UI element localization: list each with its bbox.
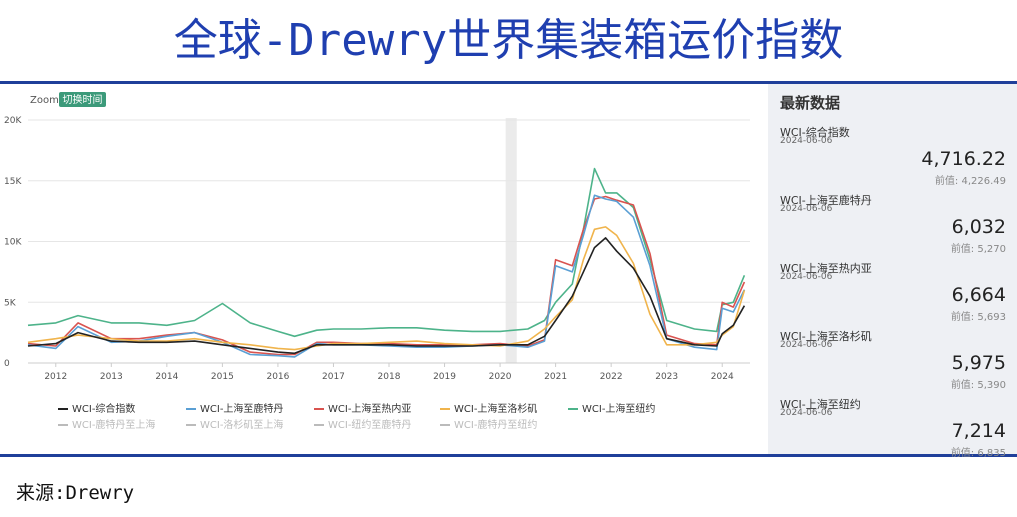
y-tick-label: 5K	[4, 298, 17, 308]
legend-label: WCI-上海至纽约	[582, 402, 655, 415]
latest-item-date: 2024-06-06	[780, 272, 833, 282]
x-tick-label: 2020	[489, 372, 512, 382]
latest-data-panel: 最新数据 WCI-综合指数 2024-06-06 4,716.22 前值: 4,…	[768, 84, 1017, 459]
legend-label: WCI-洛杉矶至上海	[200, 418, 283, 431]
legend-item[interactable]: WCI-上海至鹿特丹	[186, 402, 283, 415]
latest-item-name: WCI-上海至纽约	[780, 398, 861, 411]
latest-item-prev: 前值: 5,270	[950, 244, 1006, 255]
legend-item[interactable]: WCI-综合指数	[58, 402, 135, 415]
y-tick-label: 15K	[4, 177, 22, 187]
x-tick-label: 2018	[378, 372, 401, 382]
legend-item[interactable]: WCI-洛杉矶至上海	[186, 418, 283, 431]
x-tick-label: 2023	[655, 372, 678, 382]
x-tick-label: 2014	[155, 372, 178, 382]
latest-item-value: 6,664	[951, 284, 1006, 306]
latest-item-value: 6,032	[951, 216, 1006, 238]
page-title: 全球-Drewry世界集装箱运价指数	[173, 15, 844, 66]
latest-item-date: 2024-06-06	[780, 136, 833, 146]
latest-item-value: 4,716.22	[921, 148, 1006, 170]
legend-label: WCI-上海至鹿特丹	[200, 402, 283, 415]
latest-item-date: 2024-06-06	[780, 408, 833, 418]
legend-item[interactable]: WCI-纽约至鹿特丹	[314, 418, 411, 431]
line-chart: Zoom 切换时间 0 5K 10K 15K 20K 2012 2013 2014 2015 20…	[4, 92, 750, 431]
y-tick-label: 20K	[4, 116, 22, 126]
legend-label: WCI-纽约至鹿特丹	[328, 418, 411, 431]
y-tick-label: 0	[4, 359, 10, 369]
latest-item-value: 5,975	[951, 352, 1006, 374]
latest-item-los-angeles: WCI-上海至洛杉矶 2024-06-06 5,975 前值: 5,390	[780, 328, 1006, 394]
series-line	[27, 226, 746, 351]
legend-label: WCI-上海至洛杉矶	[454, 402, 537, 415]
latest-item-rotterdam: WCI-上海至鹿特丹 2024-06-06 6,032 前值: 5,270	[780, 192, 1006, 258]
series-line	[27, 237, 746, 355]
latest-item-name: WCI-综合指数	[780, 126, 850, 139]
legend-item[interactable]: WCI-鹿特丹至纽约	[440, 418, 537, 431]
latest-item-name: WCI-上海至洛杉矶	[780, 330, 872, 343]
highlight-band	[505, 118, 517, 363]
series-line	[27, 167, 746, 338]
x-tick-label: 2012	[44, 372, 67, 382]
x-tick-label: 2017	[322, 372, 345, 382]
legend-item[interactable]: WCI-上海至纽约	[568, 402, 655, 415]
x-tick-label: 2021	[544, 372, 567, 382]
x-tick-label: 2019	[433, 372, 456, 382]
latest-item-genoa: WCI-上海至热内亚 2024-06-06 6,664 前值: 5,693	[780, 260, 1006, 326]
latest-item-name: WCI-上海至热内亚	[780, 262, 872, 275]
x-tick-label: 2022	[600, 372, 623, 382]
legend-item[interactable]: WCI-上海至洛杉矶	[440, 402, 537, 415]
latest-item-value: 7,214	[951, 420, 1006, 442]
latest-item-name: WCI-上海至鹿特丹	[780, 194, 872, 207]
x-tick-label: 2015	[211, 372, 234, 382]
legend-item[interactable]: WCI-鹿特丹至上海	[58, 418, 155, 431]
latest-data-title: 最新数据	[780, 94, 841, 112]
legend-label: WCI-鹿特丹至上海	[72, 418, 155, 431]
latest-item-prev: 前值: 5,693	[950, 312, 1006, 323]
source-note: 来源:Drewry	[16, 482, 135, 504]
latest-item-prev: 前值: 4,226.49	[934, 176, 1006, 187]
latest-item-new-york: WCI-上海至纽约 2024-06-06 7,214 前值: 6,835	[780, 396, 1006, 462]
latest-item-prev: 前值: 6,835	[950, 448, 1006, 459]
legend-label: WCI-综合指数	[72, 402, 135, 415]
x-tick-label: 2024	[711, 372, 734, 382]
zoom-button[interactable]: 切换时间	[59, 92, 106, 107]
zoom-label: Zoom	[30, 95, 59, 106]
x-tick-label: 2016	[266, 372, 289, 382]
legend-item[interactable]: WCI-上海至热内亚	[314, 402, 411, 415]
latest-item-composite: WCI-综合指数 2024-06-06 4,716.22 前值: 4,226.4…	[780, 124, 1006, 190]
zoom-button-label: 切换时间	[63, 93, 103, 106]
legend-label: WCI-上海至热内亚	[328, 402, 411, 415]
latest-item-date: 2024-06-06	[780, 204, 833, 214]
y-tick-label: 10K	[4, 238, 22, 248]
latest-item-prev: 前值: 5,390	[950, 380, 1006, 391]
legend-label: WCI-鹿特丹至纽约	[454, 418, 537, 431]
latest-item-date: 2024-06-06	[780, 340, 833, 350]
x-tick-label: 2013	[100, 372, 123, 382]
